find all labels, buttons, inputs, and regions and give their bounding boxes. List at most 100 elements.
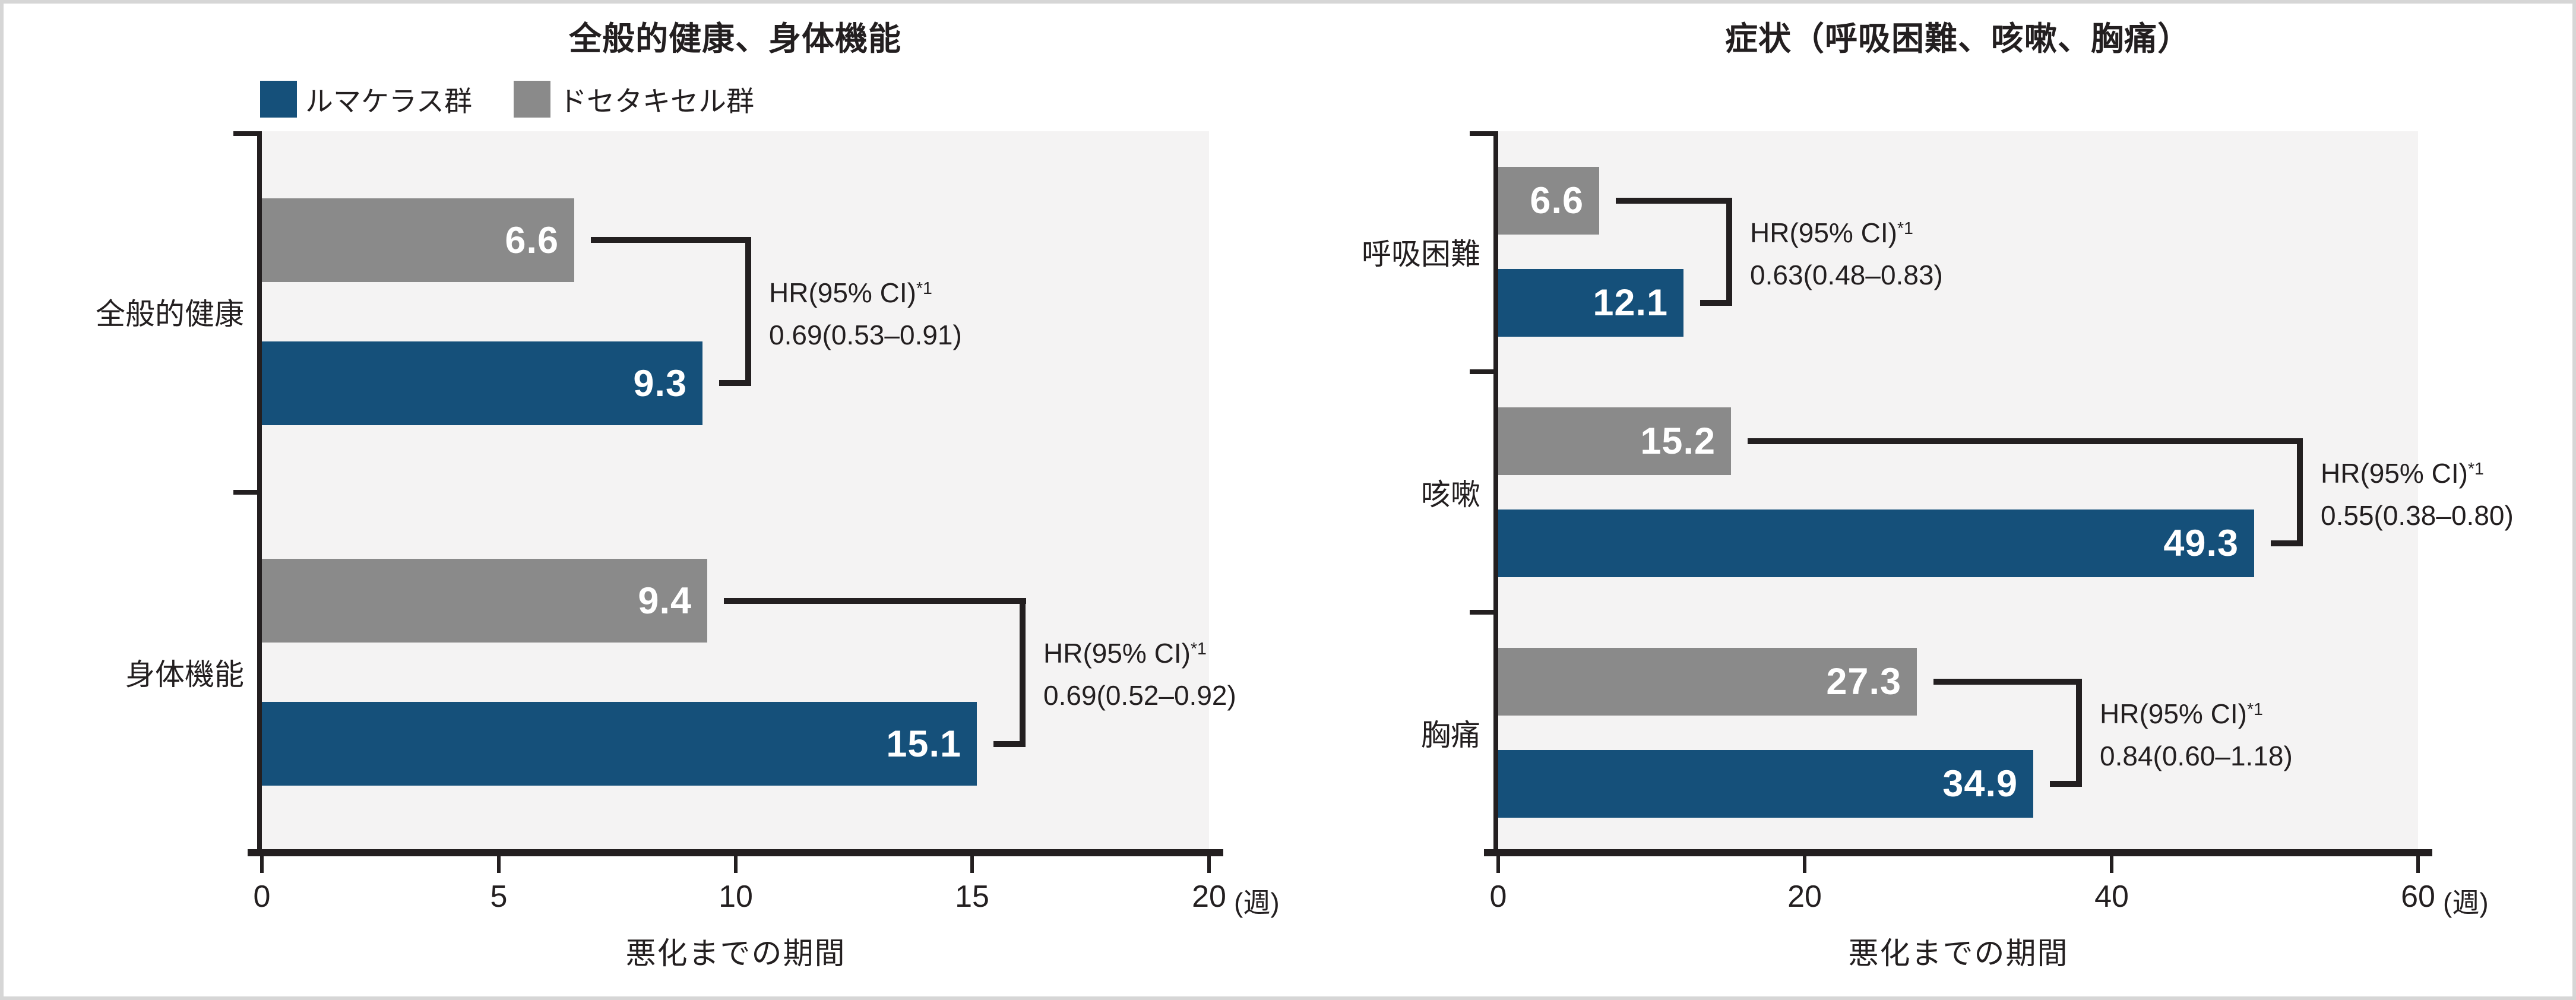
hr-bracket-top-line	[1748, 438, 2302, 444]
bar-lumakras: 49.3	[1498, 510, 2254, 577]
category-boundary-tick	[233, 131, 257, 136]
hr-annotation-label: HR(95% CI)*1	[2100, 695, 2293, 737]
bar-docetaxel: 6.6	[262, 198, 574, 282]
hr-annotation: HR(95% CI)*1 0.84(0.60–1.18)	[2100, 695, 2293, 775]
category-label: 胸痛	[1421, 719, 1480, 752]
hr-annotation-value: 0.69(0.52–0.92)	[1043, 680, 1236, 711]
hr-footnote-marker: *1	[2246, 700, 2263, 719]
hr-annotation-label: HR(95% CI)*1	[1043, 634, 1236, 676]
x-axis-unit-label: (週)	[1234, 887, 1280, 918]
x-tick-label: 10	[719, 879, 753, 914]
x-tick-label: 0	[253, 879, 271, 914]
legend: ルマケラス群 ドセタキセル群	[260, 78, 754, 119]
lumakras-swatch-icon	[260, 80, 297, 118]
hr-bracket-vertical-line	[1726, 198, 1732, 306]
x-tick-label: 40	[2094, 879, 2129, 914]
hr-footnote-marker: *1	[2467, 459, 2484, 479]
hr-annotation: HR(95% CI)*1 0.63(0.48–0.83)	[1750, 214, 1943, 294]
category-boundary-tick	[233, 490, 257, 495]
legend-label: ルマケラス群	[305, 86, 473, 117]
bar-value-label: 12.1	[1593, 282, 1668, 324]
legend-label: ドセタキセル群	[559, 86, 755, 117]
hr-bracket-bottom-line	[2271, 540, 2297, 546]
x-axis-tick	[734, 856, 738, 873]
hr-bracket-top-line	[1933, 679, 2082, 685]
x-axis-tick	[497, 856, 501, 873]
hr-annotation-value: 0.55(0.38–0.80)	[2321, 500, 2514, 531]
x-axis-line	[1484, 849, 2432, 856]
category-boundary-tick	[1470, 131, 1493, 136]
chart-title-right: 症状（呼吸困難、咳嗽、胸痛）	[1724, 20, 2191, 57]
x-axis-unit-label: (週)	[2443, 887, 2489, 918]
x-axis-tick	[1207, 856, 1211, 873]
bar-value-label: 6.6	[1530, 180, 1584, 221]
bar-value-label: 34.9	[1942, 763, 2018, 805]
hr-bracket-bottom-line	[1700, 300, 1726, 306]
legend-item-lumakras: ルマケラス群	[260, 78, 472, 119]
bar-docetaxel: 9.4	[262, 559, 707, 643]
hr-annotation: HR(95% CI)*1 0.69(0.52–0.92)	[1043, 634, 1236, 714]
hr-bracket-top-line	[1616, 198, 1732, 204]
bar-docetaxel: 27.3	[1498, 648, 1917, 716]
hr-annotation-value: 0.63(0.48–0.83)	[1750, 260, 1943, 290]
bar-value-label: 49.3	[2163, 523, 2239, 564]
category-label: 身体機能	[125, 658, 244, 691]
bar-docetaxel: 15.2	[1498, 407, 1731, 475]
hr-label-text: HR(95% CI)	[2321, 458, 2468, 489]
hr-bracket-vertical-line	[2297, 438, 2303, 546]
hr-annotation-label: HR(95% CI)*1	[2321, 454, 2514, 496]
bar-value-label: 27.3	[1826, 661, 1901, 702]
hr-label-text: HR(95% CI)	[1750, 217, 1897, 248]
docetaxel-swatch-icon	[514, 80, 551, 118]
y-axis-line	[257, 131, 262, 856]
x-axis-tick	[970, 856, 974, 873]
bar-docetaxel: 6.6	[1498, 167, 1599, 235]
hr-annotation-label: HR(95% CI)*1	[1750, 214, 1943, 256]
hr-footnote-marker: *1	[916, 279, 932, 298]
hr-annotation: HR(95% CI)*1 0.55(0.38–0.80)	[2321, 454, 2514, 534]
hr-bracket-top-line	[591, 237, 751, 243]
hr-label-text: HR(95% CI)	[769, 277, 916, 308]
plot-area	[1498, 131, 2418, 853]
bar-value-label: 9.4	[638, 580, 692, 622]
x-tick-label: 0	[1489, 879, 1507, 914]
x-tick-label: 15	[955, 879, 989, 914]
x-axis-tick	[2416, 856, 2420, 873]
bar-value-label: 15.2	[1640, 420, 1716, 462]
category-label: 咳嗽	[1421, 478, 1480, 511]
hr-bracket-bottom-line	[719, 380, 745, 386]
bar-value-label: 9.3	[633, 362, 687, 404]
x-axis-tick	[1803, 856, 1806, 873]
bar-lumakras: 12.1	[1498, 269, 1683, 337]
x-tick-label: 60	[2401, 879, 2435, 914]
hr-footnote-marker: *1	[1190, 639, 1207, 659]
hr-annotation-value: 0.84(0.60–1.18)	[2100, 740, 2293, 771]
category-label: 呼吸困難	[1362, 238, 1480, 271]
x-tick-label: 20	[1787, 879, 1822, 914]
hr-label-text: HR(95% CI)	[1043, 638, 1191, 669]
bar-lumakras: 15.1	[262, 702, 977, 786]
bar-value-label: 15.1	[886, 723, 961, 765]
bar-lumakras: 9.3	[262, 341, 702, 425]
x-axis-tick	[1496, 856, 1500, 873]
hr-bracket-vertical-line	[1020, 598, 1026, 747]
x-axis-title: 悪化までの期間	[1848, 936, 2069, 970]
category-label: 全般的健康	[96, 298, 244, 331]
hr-label-text: HR(95% CI)	[2100, 698, 2247, 729]
hr-bracket-vertical-line	[2076, 679, 2082, 787]
x-axis-title: 悪化までの期間	[625, 936, 846, 970]
chart-title-left: 全般的健康、身体機能	[568, 20, 902, 57]
x-tick-label: 5	[490, 879, 508, 914]
x-axis-line	[248, 849, 1223, 856]
hr-bracket-top-line	[724, 598, 1026, 604]
legend-item-docetaxel: ドセタキセル群	[514, 78, 754, 119]
category-boundary-tick	[1470, 610, 1493, 615]
hr-bracket-bottom-line	[2050, 781, 2076, 787]
hr-bracket-vertical-line	[745, 237, 751, 386]
hr-footnote-marker: *1	[1897, 219, 1913, 238]
hr-bracket-bottom-line	[993, 741, 1020, 747]
bar-lumakras: 34.9	[1498, 750, 2033, 818]
x-tick-label: 20	[1192, 879, 1226, 914]
hr-annotation-value: 0.69(0.53–0.91)	[769, 319, 962, 350]
